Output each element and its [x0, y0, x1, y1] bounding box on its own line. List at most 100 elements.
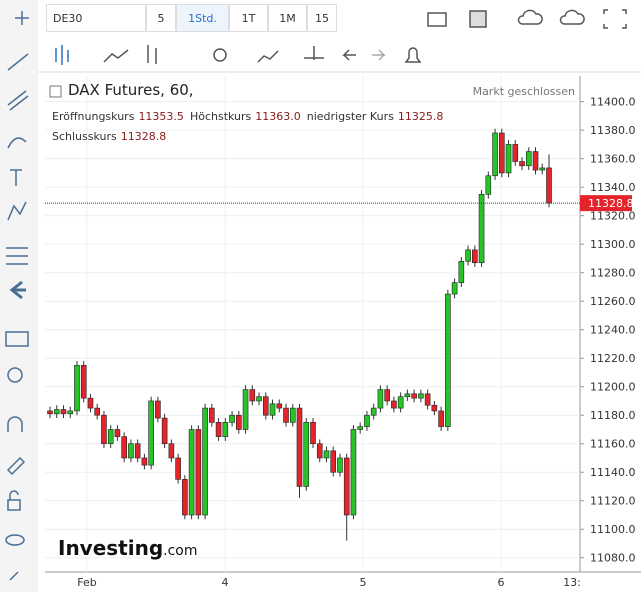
legend-label: Höchstkurs	[190, 110, 252, 123]
candle-body	[229, 414, 235, 423]
chart: DAX Futures, 60, Markt geschlossen Inves…	[45, 76, 641, 589]
candle-body	[424, 393, 431, 406]
redo-button[interactable]	[372, 49, 386, 61]
interval-button[interactable]: 1M	[268, 4, 307, 32]
candle-body	[384, 389, 390, 402]
settings-button[interactable]	[213, 48, 227, 62]
candle-body	[519, 161, 525, 167]
candle-type-button[interactable]	[55, 45, 69, 65]
crosshair-tool[interactable]	[15, 11, 29, 25]
candle-body	[431, 404, 438, 412]
candle-body	[249, 389, 256, 402]
y-tick-label: 11080.0	[590, 552, 636, 565]
back-tool[interactable]	[9, 280, 26, 300]
candle-body	[370, 407, 377, 416]
candle-body	[175, 457, 181, 480]
candle-body	[195, 429, 202, 516]
candle-body	[357, 426, 363, 430]
pattern-tool[interactable]	[7, 201, 27, 221]
candle-body	[188, 429, 195, 516]
compare-button[interactable]	[304, 46, 324, 60]
candle-body	[397, 396, 404, 409]
interval-button[interactable]: 5	[146, 4, 176, 32]
candle-body	[330, 450, 337, 473]
candle-body	[74, 365, 80, 412]
candle-body	[505, 144, 512, 174]
candle-body	[458, 260, 465, 283]
cloud-down-button[interactable]	[517, 9, 543, 25]
candle-body	[128, 443, 134, 459]
watermark-suffix: .com	[163, 543, 197, 559]
interval-button[interactable]: 1T	[229, 4, 268, 32]
cloud-up-button[interactable]	[559, 9, 585, 25]
line-tool[interactable]	[7, 53, 29, 71]
symbol-input[interactable]: DE30	[46, 4, 146, 32]
ohlc-legend: Eröffnungskurs 11353.5 Höchstkurs 11363.0 ni…	[52, 110, 443, 123]
link-tool[interactable]	[9, 571, 19, 581]
y-tick-label: 11220.0	[590, 352, 636, 365]
candle-body	[492, 132, 498, 177]
candle-body	[296, 407, 303, 487]
y-tick-label: 11140.0	[590, 466, 636, 479]
candle-body	[391, 400, 397, 409]
candle-body	[94, 407, 101, 416]
undo-button[interactable]	[342, 49, 356, 61]
chart-title: DAX Futures, 60,	[68, 81, 194, 99]
candle-body	[532, 151, 539, 171]
candle-body	[323, 450, 330, 459]
y-tick-label: 11160.0	[590, 438, 636, 451]
interval-button[interactable]: 1Std.	[176, 4, 229, 32]
interval-button[interactable]: 15	[307, 4, 337, 32]
candle-body	[114, 429, 121, 437]
candle-body	[485, 175, 492, 195]
candle-body	[404, 393, 411, 397]
unlock-tool[interactable]	[7, 490, 21, 511]
fullscreen-button[interactable]	[603, 9, 627, 29]
candle-body	[53, 409, 60, 415]
candle-body	[87, 397, 94, 409]
lock-draw-tool[interactable]	[6, 456, 26, 476]
alert-button[interactable]	[404, 47, 422, 63]
legend-label: Eröffnungskurs	[52, 110, 135, 123]
candle-body	[161, 417, 168, 445]
indicator-button[interactable]	[103, 49, 129, 63]
watermark: Investing.com	[58, 536, 198, 560]
y-tick-label: 11200.0	[590, 381, 636, 394]
candle-body	[498, 132, 505, 174]
candle-body	[60, 409, 67, 415]
candle-body	[283, 407, 289, 423]
magnet-tool[interactable]	[7, 416, 23, 432]
candle-body	[451, 282, 458, 295]
candle-body	[134, 443, 141, 459]
color-button[interactable]	[469, 10, 487, 28]
camera-button[interactable]	[427, 12, 447, 27]
y-tick-label: 11300.0	[590, 238, 636, 251]
candle-body	[525, 151, 532, 167]
candle-body	[303, 422, 310, 487]
studies-button[interactable]	[257, 50, 279, 63]
zoom-tool[interactable]	[7, 367, 23, 383]
price-axis	[580, 76, 641, 572]
legend-value: 11328.8	[121, 130, 167, 143]
candle-body	[215, 422, 222, 437]
collapse-box[interactable]	[49, 85, 62, 98]
eye-tool[interactable]	[5, 534, 25, 546]
channel-tool[interactable]	[7, 90, 29, 111]
y-tick-label: 11180.0	[590, 409, 636, 422]
fib-tool[interactable]	[6, 247, 28, 265]
market-status: Markt geschlossen	[473, 85, 575, 98]
bars-button[interactable]	[147, 45, 157, 64]
candle-body	[168, 443, 175, 459]
y-tick-label: 11340.0	[590, 181, 636, 194]
measure-tool[interactable]	[5, 331, 29, 347]
candle-body	[289, 407, 296, 423]
candle-body	[269, 403, 276, 416]
brush-tool[interactable]	[7, 137, 27, 149]
text-tool[interactable]	[10, 169, 22, 186]
left-toolbar	[0, 0, 38, 592]
candle-body	[148, 400, 154, 466]
candle-body	[316, 443, 323, 459]
candle-body	[202, 407, 208, 516]
candle-body	[364, 414, 370, 427]
